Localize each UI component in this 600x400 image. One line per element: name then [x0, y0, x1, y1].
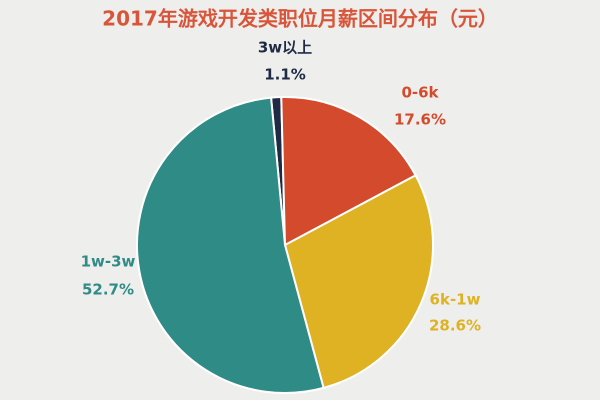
chart-title: 2017年游戏开发类职位月薪区间分布（元）	[102, 7, 498, 31]
pie-slice	[136, 96, 325, 394]
slice-label: 1w-3w	[81, 253, 136, 271]
slice-label: 3w以上	[258, 39, 312, 57]
slice-value-label: 17.6%	[394, 111, 446, 129]
slice-label: 6k-1w	[430, 291, 481, 309]
pie-slice	[283, 173, 434, 390]
slice-value-label: 1.1%	[264, 66, 306, 84]
slice-value-label: 52.7%	[82, 281, 134, 299]
slice-label: 0-6k	[401, 84, 439, 102]
slice-value-label: 28.6%	[429, 317, 481, 335]
pie-slice	[280, 96, 417, 247]
